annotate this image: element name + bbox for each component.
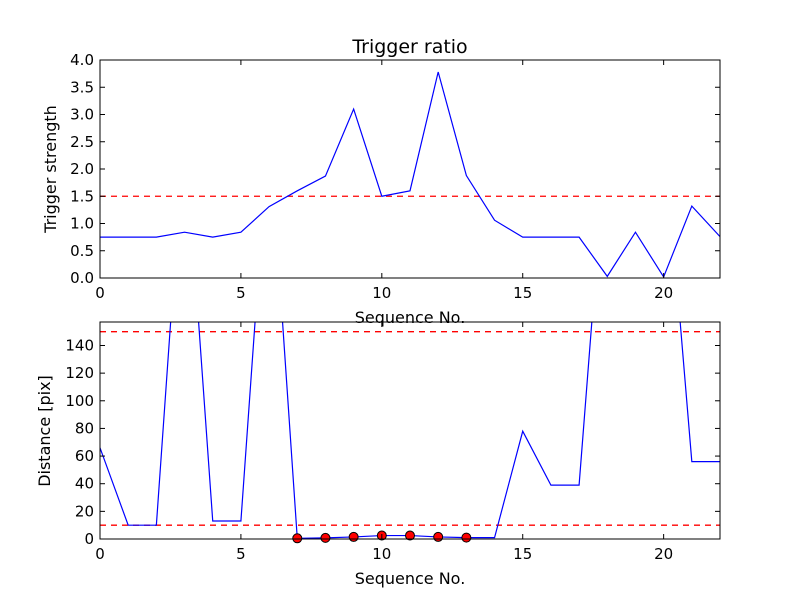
data-point-marker xyxy=(292,533,303,544)
x-tick-label: 20 xyxy=(654,545,673,563)
y-tick-label: 140 xyxy=(65,336,94,354)
y-tick-label: 1.0 xyxy=(70,215,94,233)
y-tick-label: 3.5 xyxy=(70,78,94,96)
x-tick-label: 5 xyxy=(236,284,246,302)
x-tick-label: 20 xyxy=(654,284,673,302)
trigger-plot-area: 0 5 10 15 20 0.0 0.5 1.0 1.5 2.0 2.5 3.0 3.5 4.0 xyxy=(70,51,721,302)
data-point-marker xyxy=(320,532,331,543)
x-tick-label: 10 xyxy=(372,284,391,302)
distance-plot-area: 0 5 10 15 20 0 20 40 60 80 100 120 140 xyxy=(65,321,721,563)
y-tick-label: 20 xyxy=(75,502,94,520)
y-tick-label: 40 xyxy=(75,475,94,493)
x-tick-label: 10 xyxy=(372,545,391,563)
x-tick-label: 0 xyxy=(95,545,105,563)
x-tick-label: 5 xyxy=(236,545,246,563)
chart-title: Trigger ratio xyxy=(351,36,467,58)
plot-content xyxy=(100,71,720,278)
x-axis-label: Sequence No. xyxy=(355,308,466,327)
y-tick-label: 4.0 xyxy=(70,51,94,69)
data-point-marker xyxy=(461,532,472,543)
y-axis-label: Trigger strength xyxy=(41,105,60,234)
trigger-ratio-panel: Trigger ratio 0 5 10 15 20 0.0 0.5 1.0 1.5 2.0 2.5… xyxy=(41,36,721,327)
y-tick-label: 100 xyxy=(65,392,94,410)
y-tick-label: 2.0 xyxy=(70,160,94,178)
data-point-marker xyxy=(348,531,359,542)
x-tick-label: 15 xyxy=(513,284,532,302)
y-tick-label: 2.5 xyxy=(70,133,94,151)
y-tick-label: 0.5 xyxy=(70,242,94,260)
x-axis-label: Sequence No. xyxy=(355,569,466,588)
axes-frame xyxy=(99,321,721,540)
data-point-marker xyxy=(405,530,415,541)
y-tick-label: 3.0 xyxy=(70,106,94,124)
series-line xyxy=(100,71,720,278)
y-tick-label: 0.0 xyxy=(70,269,94,287)
y-tick-label: 80 xyxy=(75,419,94,437)
y-tick-label: 0 xyxy=(84,530,94,548)
y-axis-label: Distance [pix] xyxy=(35,375,54,487)
x-tick-label: 0 xyxy=(95,284,105,302)
y-tick-label: 120 xyxy=(65,364,94,382)
data-point-marker xyxy=(433,531,444,542)
y-tick-label: 60 xyxy=(75,447,94,465)
x-tick-label: 15 xyxy=(513,545,532,563)
y-tick-label: 1.5 xyxy=(70,187,94,205)
